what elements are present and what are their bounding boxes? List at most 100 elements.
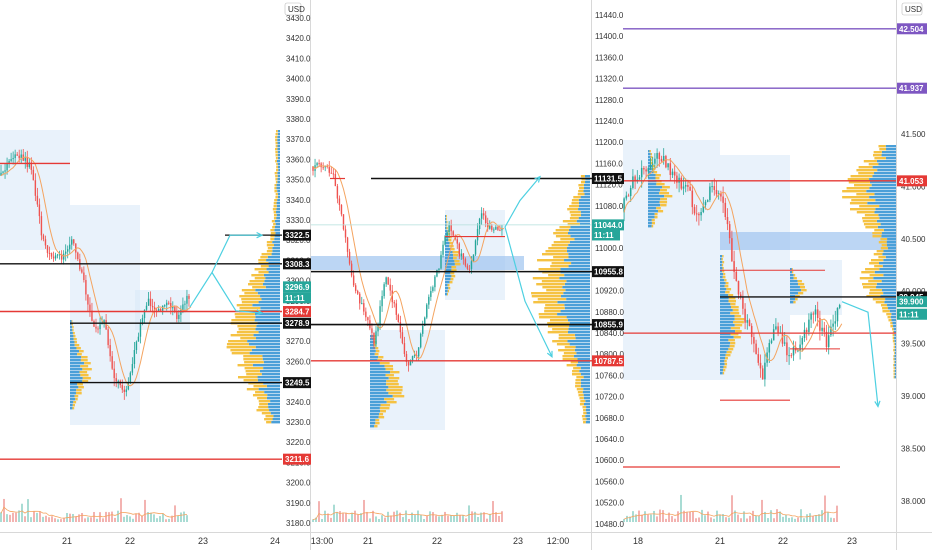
- right-volume-profile-bar-buy: [568, 253, 590, 256]
- volume-bar: [683, 510, 685, 522]
- right-volume-profile-bar-sell: [258, 400, 271, 403]
- candle-body: [164, 305, 166, 307]
- candle-body: [667, 163, 669, 168]
- session-profile-bar-sell: [375, 347, 379, 350]
- session-profile-bar-buy: [648, 171, 654, 174]
- price-ma: [623, 158, 843, 362]
- right-volume-profile-bar-sell: [869, 274, 884, 277]
- price-tag-label: 39.900: [899, 298, 924, 307]
- candle-body: [682, 186, 685, 189]
- right-volume-profile-bar-buy: [874, 271, 896, 274]
- right-volume-profile-bar-buy: [878, 214, 896, 217]
- session-profile-bar-sell: [730, 312, 740, 315]
- right-volume-profile-bar-sell: [259, 403, 268, 406]
- right-volume-profile-bar-buy: [268, 271, 280, 274]
- right-volume-profile-bar-sell: [537, 298, 567, 301]
- session-profile-bar-buy: [720, 315, 735, 318]
- right-volume-profile-bar-sell: [579, 187, 584, 190]
- candle-body: [50, 253, 53, 257]
- projection-arrow-head: [256, 309, 264, 316]
- candle-body: [772, 329, 775, 341]
- price-tick-label: 38.500: [901, 444, 926, 453]
- volume-bar: [36, 512, 38, 522]
- session-profile-bar-buy: [648, 198, 661, 201]
- candle-body: [20, 154, 22, 159]
- candle-body: [354, 285, 357, 291]
- right-volume-profile-bar-buy: [586, 418, 590, 421]
- candle-body: [365, 311, 367, 318]
- session-profile-bar-sell: [72, 404, 75, 407]
- session-profile-bar-sell: [664, 195, 673, 198]
- price-tick-label: 10560.0: [595, 477, 624, 486]
- right-volume-profile-bar-buy: [564, 304, 590, 307]
- right-volume-profile-bar-buy: [866, 190, 896, 193]
- right-volume-profile-bar-buy: [277, 181, 280, 184]
- right-volume-profile-bar-sell: [254, 277, 266, 280]
- volume-bar: [821, 510, 823, 522]
- candle-body: [60, 254, 63, 260]
- right-volume-profile-bar-buy: [559, 277, 590, 280]
- right-volume-profile-bar-sell: [559, 226, 571, 229]
- price-tick-label: 41.500: [901, 130, 926, 139]
- right-volume-profile-bar-buy: [568, 265, 590, 268]
- session-profile-bar-sell: [448, 239, 452, 242]
- volume-bar: [713, 518, 715, 522]
- candle-body: [52, 256, 55, 259]
- session-profile-bar-buy: [445, 230, 448, 233]
- candle-body: [759, 362, 762, 369]
- session-profile-bar-buy: [370, 392, 389, 395]
- session-profile-bar-sell: [454, 260, 460, 263]
- session-profile-bar-buy: [445, 215, 447, 218]
- candle-body: [777, 326, 779, 334]
- volume-bar: [336, 511, 338, 522]
- session-profile-bar-buy: [70, 383, 78, 386]
- session-profile-bar-buy: [70, 371, 80, 374]
- session-profile-bar-buy: [720, 291, 726, 294]
- right-volume-profile-bar-sell: [230, 349, 252, 352]
- volume-bar: [363, 499, 365, 522]
- session-profile-bar-sell: [375, 422, 380, 425]
- session-profile-bar-sell: [655, 177, 660, 180]
- volume-bar: [483, 512, 485, 522]
- right-volume-profile-bar-buy: [885, 256, 896, 259]
- price-tag: [592, 266, 624, 278]
- right-volume-profile-bar-sell: [270, 232, 276, 235]
- right-volume-profile-bar-buy: [277, 190, 280, 193]
- candle-body: [379, 306, 381, 325]
- session-profile-bar-sell: [724, 285, 729, 288]
- volume-bar: [689, 511, 691, 522]
- right-volume-profile-bar-buy: [881, 235, 896, 238]
- right-volume-profile-bar-sell: [856, 169, 878, 172]
- right-volume-profile-bar-buy: [567, 232, 590, 235]
- candle-body: [377, 324, 379, 332]
- right-volume-profile-bar-buy: [878, 163, 896, 166]
- candle-body: [168, 302, 170, 304]
- candle-body: [728, 224, 731, 239]
- right-volume-profile-bar-sell: [243, 379, 258, 382]
- right-volume-profile-bar-buy: [570, 226, 590, 229]
- volume-bar: [54, 518, 56, 522]
- candle-body: [783, 342, 786, 344]
- candle-body: [823, 327, 826, 332]
- right-volume-profile-bar-buy: [894, 367, 896, 370]
- right-volume-profile-bar-buy: [584, 175, 590, 178]
- candle-body: [731, 238, 733, 262]
- right-volume-profile-bar-sell: [531, 295, 561, 298]
- right-volume-profile-bar-sell: [551, 244, 569, 247]
- volume-ma: [312, 511, 503, 520]
- session-profile-bar-buy: [720, 348, 729, 351]
- session-profile-bar-sell: [730, 342, 736, 345]
- right-volume-profile-bar-sell: [241, 301, 259, 304]
- volume-bar: [102, 518, 104, 522]
- volume-bar: [833, 518, 835, 522]
- session-profile-bar-sell: [798, 283, 805, 286]
- session-profile-bar-buy: [70, 332, 73, 335]
- right-volume-profile-bar-sell: [893, 376, 895, 379]
- right-volume-profile-bar-buy: [252, 304, 280, 307]
- session-profile-bar-buy: [648, 153, 651, 156]
- right-volume-profile-bar-sell: [237, 325, 257, 328]
- candle-body: [456, 239, 458, 244]
- price-tag-label: 41.053: [899, 177, 924, 186]
- volume-bar: [743, 511, 745, 522]
- session-profile-bar-sell: [453, 254, 459, 257]
